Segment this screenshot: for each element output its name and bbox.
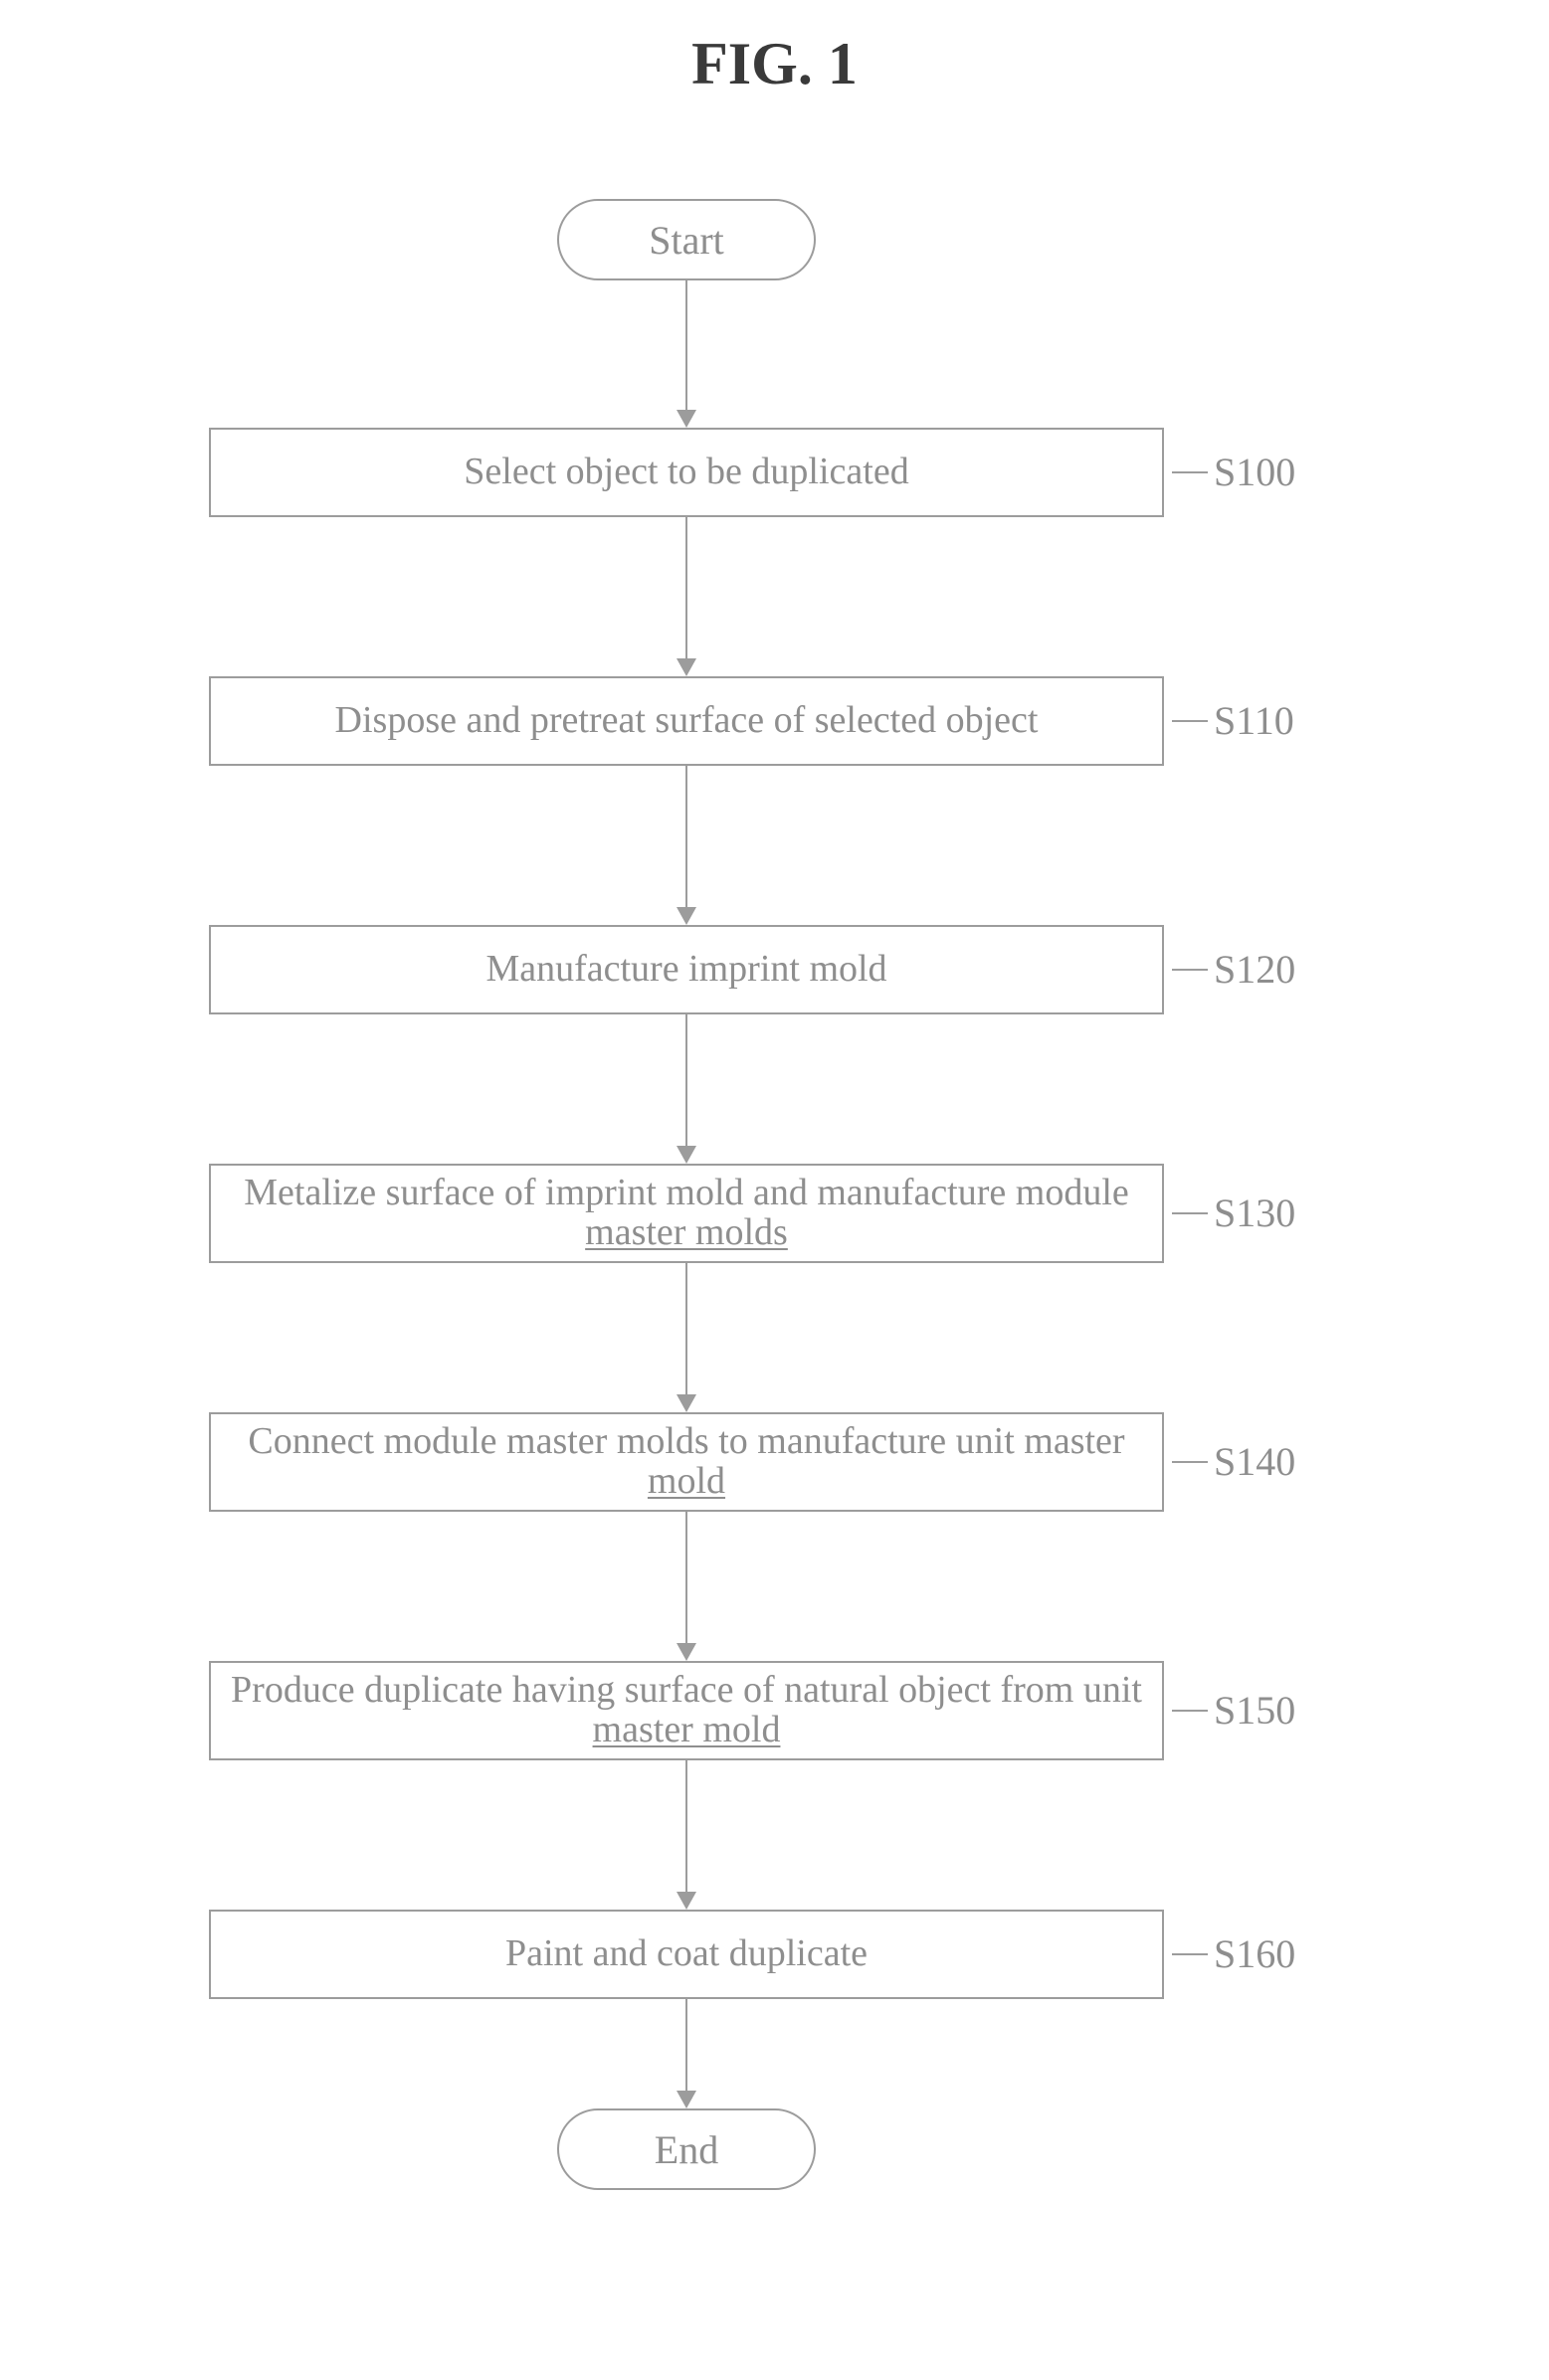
arrow-line (685, 1760, 687, 1894)
step-id: S150 (1214, 1687, 1295, 1734)
arrow-line (685, 1999, 687, 2093)
terminator-end-label: End (655, 2126, 718, 2173)
connector-tick (1172, 1461, 1208, 1463)
step-id: S110 (1214, 697, 1294, 744)
process-s160: Paint and coat duplicate (209, 1910, 1164, 1999)
step-label-s120: S120 (1172, 946, 1295, 993)
arrow-head-icon (677, 907, 696, 925)
arrow-line (685, 1263, 687, 1396)
step-id: S130 (1214, 1190, 1295, 1236)
process-text: Manufacture imprint mold (485, 950, 886, 990)
process-text: Produce duplicate having surface of natu… (231, 1671, 1142, 1750)
step-id: S140 (1214, 1438, 1295, 1485)
step-id: S100 (1214, 449, 1295, 495)
process-text: Dispose and pretreat surface of selected… (335, 701, 1039, 741)
arrow-line (685, 1014, 687, 1148)
step-id: S120 (1214, 946, 1295, 993)
connector-tick (1172, 1212, 1208, 1214)
process-s140: Connect module master molds to manufactu… (209, 1412, 1164, 1512)
arrow-line (685, 280, 687, 412)
process-s110: Dispose and pretreat surface of selected… (209, 676, 1164, 766)
process-s100: Select object to be duplicated (209, 428, 1164, 517)
connector-tick (1172, 969, 1208, 971)
arrow-head-icon (677, 1394, 696, 1412)
connector-tick (1172, 720, 1208, 722)
arrow-head-icon (677, 410, 696, 428)
process-text: Paint and coat duplicate (505, 1934, 868, 1974)
step-label-s100: S100 (1172, 449, 1295, 495)
process-text: Metalize surface of imprint mold and man… (244, 1174, 1129, 1253)
arrow-head-icon (677, 1643, 696, 1661)
terminator-start: Start (557, 199, 816, 280)
arrow-head-icon (677, 1146, 696, 1164)
arrow-line (685, 766, 687, 909)
terminator-end: End (557, 2108, 816, 2190)
arrow-head-icon (677, 2091, 696, 2108)
step-label-s110: S110 (1172, 697, 1294, 744)
arrow-head-icon (677, 658, 696, 676)
figure-title: FIG. 1 (0, 30, 1549, 98)
process-s120: Manufacture imprint mold (209, 925, 1164, 1014)
step-label-s140: S140 (1172, 1438, 1295, 1485)
step-label-s160: S160 (1172, 1930, 1295, 1977)
arrow-line (685, 1512, 687, 1645)
connector-tick (1172, 1953, 1208, 1955)
arrow-head-icon (677, 1892, 696, 1910)
step-id: S160 (1214, 1930, 1295, 1977)
process-s130: Metalize surface of imprint mold and man… (209, 1164, 1164, 1263)
connector-tick (1172, 1710, 1208, 1712)
step-label-s150: S150 (1172, 1687, 1295, 1734)
process-text: Select object to be duplicated (464, 453, 908, 492)
terminator-start-label: Start (649, 217, 724, 264)
connector-tick (1172, 471, 1208, 473)
page-root: FIG. 1 Start Select object to be duplica… (0, 0, 1549, 2380)
process-text: Connect module master molds to manufactu… (248, 1422, 1124, 1502)
arrow-line (685, 517, 687, 660)
step-label-s130: S130 (1172, 1190, 1295, 1236)
process-s150: Produce duplicate having surface of natu… (209, 1661, 1164, 1760)
